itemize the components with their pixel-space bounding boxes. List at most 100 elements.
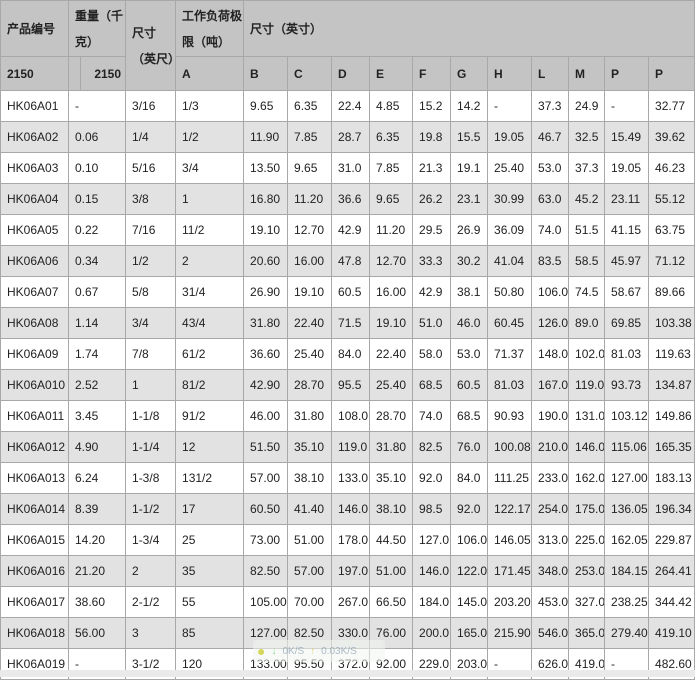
table-cell: 66.50 [369,586,414,618]
table-cell: 11.20 [369,214,414,246]
table-row: HK06A014 8.39 1-1/2 17 60.50 41.40 146.0 38.10 9… [0,493,695,525]
table-cell: 82.50 [243,555,289,587]
table-cell: 165.0 [450,617,489,649]
table-cell: 9.65 [243,90,289,122]
table-cell: 1/4 [125,121,177,153]
table-cell: 0.22 [67,214,127,246]
table-cell: 200.0 [412,617,452,649]
table-cell: 19.05 [487,121,533,153]
table-cell: 148.0 [531,338,570,370]
table-row: HK06A01-3/16 1/3 9.65 6.35 22.4 4.85 15.2 14.2-… [0,90,695,122]
table-cell: HK06A016 [0,555,69,587]
table-cell: 7.85 [287,121,333,153]
table-cell: 22.40 [287,307,333,339]
table-cell: 68.5 [412,369,452,401]
table-cell: 82.5 [412,431,452,463]
table-cell: 38.10 [369,493,414,525]
table-row: HK06A012 4.90 1-1/4 12 51.50 35.10 119.0 31.80 8… [0,431,695,463]
table-cell: 83.5 [531,245,570,277]
table-cell: 55 [175,586,245,618]
table-cell: 11/2 [175,214,245,246]
table-cell: 19.8 [412,121,452,153]
table-cell: HK06A017 [0,586,69,618]
table-cell: 60.5 [450,369,489,401]
table-cell: 13.50 [243,152,289,184]
header-product-no: 产品编号 [0,0,69,57]
table-cell: HK06A06 [0,245,69,277]
table-cell: 1.14 [67,307,127,339]
table-cell: 0.67 [67,276,127,308]
table-cell: 1 [125,369,177,401]
table-cell: 12 [175,431,245,463]
table-cell: 53.0 [450,338,489,370]
table-cell: 51.0 [412,307,452,339]
table-cell: 89.0 [568,307,606,339]
table-cell: 51.00 [369,555,414,587]
table-cell: 26.90 [243,276,289,308]
table-cell: HK06A018 [0,617,69,649]
table-cell: 131.0 [568,400,606,432]
table-cell: 45.97 [604,245,650,277]
subheader-col-f: F [412,56,452,91]
table-cell: 42.9 [331,214,371,246]
table-cell: 103.12 [604,400,650,432]
table-cell: 42.9 [412,276,452,308]
table-cell: 313.0 [531,524,570,556]
table-cell: 73.00 [243,524,289,556]
table-cell: 7.85 [369,152,414,184]
table-cell: 1-1/2 [125,493,177,525]
table-cell: 25.40 [487,152,533,184]
table-cell: - [487,90,533,122]
table-cell: 183.13 [648,462,695,494]
table-cell: 44.50 [369,524,414,556]
table-cell: HK06A010 [0,369,69,401]
table-cell: HK06A01 [0,90,69,122]
table-cell: 25.40 [287,338,333,370]
table-cell: 51.50 [243,431,289,463]
table-cell: 19.1 [450,152,489,184]
table-cell: 184.15 [604,555,650,587]
table-cell: 196.34 [648,493,695,525]
table-cell: 23.11 [604,183,650,215]
table-cell: HK06A04 [0,183,69,215]
table-cell: 1-1/8 [125,400,177,432]
table-cell: 419.10 [648,617,695,649]
table-cell: 84.0 [450,462,489,494]
table-cell: 38.1 [450,276,489,308]
table-cell: 41.40 [287,493,333,525]
table-cell: 7/8 [125,338,177,370]
table-cell: 3/16 [125,90,177,122]
table-cell: 74.0 [531,214,570,246]
table-cell: 12.70 [369,245,414,277]
table-cell: 2-1/2 [125,586,177,618]
subheader-col-d: D [331,56,371,91]
table-cell: 19.10 [287,276,333,308]
table-cell: 546.0 [531,617,570,649]
table-row: HK06A017 38.60 2-1/2 55 105.00 70.00 267.0 66.5… [0,586,695,618]
table-row: HK06A09 1.74 7/8 61/2 36.60 25.40 84.0 22.40 58.… [0,338,695,370]
table-cell: 43/4 [175,307,245,339]
table-cell: 74.5 [568,276,606,308]
table-cell: 51.5 [568,214,606,246]
table-cell: 11.20 [287,183,333,215]
table-cell: 31.0 [331,152,371,184]
table-cell: 19.10 [369,307,414,339]
table-cell: 9.65 [369,183,414,215]
subheader-weight: 2150 [79,56,127,91]
table-cell: 60.45 [487,307,533,339]
table-cell: 238.25 [604,586,650,618]
table-cell: 108.0 [331,400,371,432]
table-cell: 1-3/8 [125,462,177,494]
table-cell: 106.0 [450,524,489,556]
table-cell: 1/2 [175,121,245,153]
table-cell: 119.0 [568,369,606,401]
table-cell: - [604,90,650,122]
table-cell: 16.00 [369,276,414,308]
table-cell: 26.9 [450,214,489,246]
table-cell: 210.0 [531,431,570,463]
table-cell: 71.37 [487,338,533,370]
table-cell: 58.67 [604,276,650,308]
table-cell: 60.5 [331,276,371,308]
network-speed-widget: ● ↓ 0K/S ↑ 0.03K/S [253,640,385,662]
